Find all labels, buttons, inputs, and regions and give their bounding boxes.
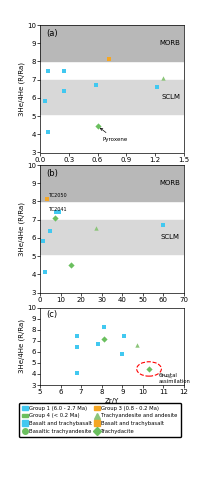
Point: [55, 208, 58, 216]
Point: [46, 194, 49, 202]
Text: $^4$He (10$^{-9}$ ccSTP/g): $^4$He (10$^{-9}$ ccSTP/g): [78, 316, 146, 328]
Point: [147, 365, 151, 373]
Point: [43, 96, 46, 104]
Point: [156, 83, 159, 91]
Point: [57, 208, 60, 216]
Point: [161, 74, 164, 82]
Text: Pyroxene: Pyroxene: [100, 128, 128, 142]
Point: [75, 344, 79, 351]
Point: [62, 86, 66, 94]
Bar: [40, 165, 184, 202]
Y-axis label: 3He/4He (R/Ra): 3He/4He (R/Ra): [19, 320, 25, 373]
Point: [46, 128, 49, 136]
Point: [94, 224, 97, 232]
Bar: [40, 220, 184, 254]
Text: MORB: MORB: [159, 40, 180, 46]
Point: [162, 221, 165, 229]
Text: Crustal
assimilation: Crustal assimilation: [158, 374, 190, 384]
Point: [96, 122, 99, 130]
Text: (b): (b): [46, 169, 58, 178]
Point: [94, 81, 97, 89]
Point: [46, 68, 49, 76]
Point: [108, 54, 111, 62]
Legend: Group 1 (6.0 - 2.7 Ma), Group 4 (< 0.2 Ma), Basalt and trachybasalt, Basaltic tr: Group 1 (6.0 - 2.7 Ma), Group 4 (< 0.2 M…: [19, 402, 181, 437]
Point: [75, 332, 79, 340]
Bar: [40, 80, 184, 114]
Text: SCLM: SCLM: [161, 234, 180, 240]
Point: [75, 369, 79, 377]
Text: MORB: MORB: [159, 180, 180, 186]
Point: [54, 214, 57, 222]
Point: [69, 261, 72, 269]
Point: [121, 350, 124, 358]
Point: [49, 228, 52, 235]
Text: (c): (c): [46, 310, 57, 319]
Y-axis label: 3He/4He (R/Ra): 3He/4He (R/Ra): [19, 202, 25, 256]
Point: [41, 236, 45, 244]
Point: [44, 268, 47, 276]
Point: [62, 68, 66, 76]
Point: [96, 340, 99, 348]
Point: [102, 324, 105, 332]
Point: [135, 340, 138, 348]
X-axis label: Zr/Y: Zr/Y: [105, 398, 119, 404]
Text: TC2050: TC2050: [48, 194, 66, 198]
Text: $^4$He/$^{40}$Ar*: $^4$He/$^{40}$Ar*: [95, 176, 129, 188]
Text: SCLM: SCLM: [161, 94, 180, 100]
Text: TC2041: TC2041: [48, 207, 66, 212]
Y-axis label: 3He/4He (R/Ra): 3He/4He (R/Ra): [19, 62, 25, 116]
Text: $^4$He (10$^{-9}$ ccSTP/g): $^4$He (10$^{-9}$ ccSTP/g): [78, 316, 146, 328]
Point: [102, 335, 105, 343]
Text: (a): (a): [46, 29, 57, 38]
Bar: [40, 25, 184, 62]
Point: [123, 332, 126, 340]
